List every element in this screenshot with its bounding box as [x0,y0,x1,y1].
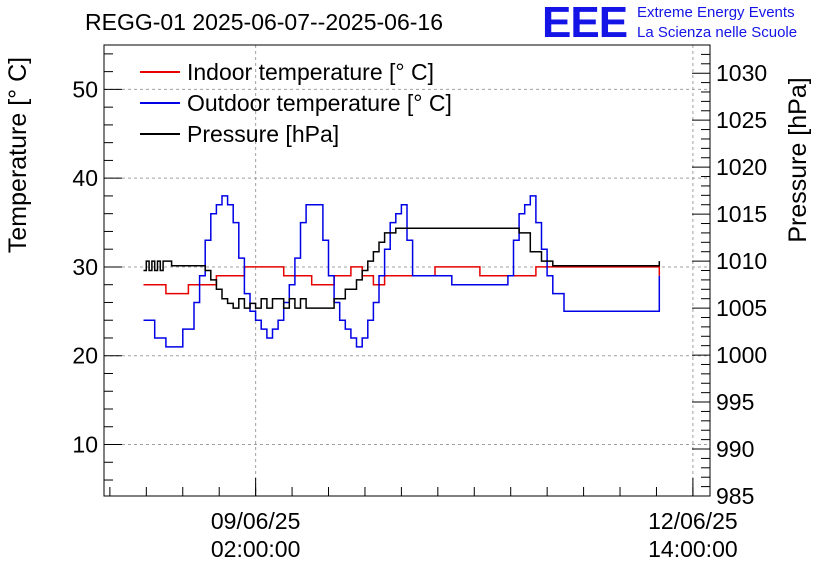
left-tick-label: 40 [72,165,98,191]
right-axis-label: Pressure [hPa] [784,77,812,242]
eee-logo: EEE [542,0,628,47]
axes-group: 1020304050985990995100010051010101510201… [72,44,767,562]
right-tick-label: 990 [716,436,754,462]
right-tick-label: 1025 [716,107,767,133]
legend: Indoor temperature [° C] Outdoor temperat… [140,59,452,147]
right-tick-label: 995 [716,389,754,415]
x-tick-label-time: 02:00:00 [211,536,301,562]
legend-entry: Indoor temperature [° C] [187,59,434,85]
right-tick-label: 1000 [716,342,767,368]
series-group [143,195,661,348]
left-tick-label: 30 [72,254,98,280]
legend-entry: Outdoor temperature [° C] [187,90,452,116]
right-tick-label: 985 [716,483,754,509]
left-tick-label: 10 [72,432,98,458]
series-line [143,195,661,348]
x-tick-label-time: 14:00:00 [648,536,738,562]
left-tick-label: 50 [72,76,98,102]
x-tick-label-date: 12/06/25 [648,508,738,534]
right-tick-label: 1005 [716,295,767,321]
logo-line-1: Extreme Energy Events [637,4,795,21]
logo-line-2: La Scienza nelle Scuole [637,24,798,41]
right-tick-label: 1020 [716,154,767,180]
left-tick-label: 20 [72,343,98,369]
series-line [143,227,661,309]
right-tick-label: 1030 [716,60,767,86]
right-tick-label: 1015 [716,201,767,227]
chart-title: REGG-01 2025-06-07--2025-06-16 [85,9,443,35]
legend-entry: Pressure [hPa] [187,121,339,147]
left-axis-label: Temperature [° C] [4,57,32,253]
x-tick-label-date: 09/06/25 [211,508,301,534]
right-tick-label: 1010 [716,248,767,274]
